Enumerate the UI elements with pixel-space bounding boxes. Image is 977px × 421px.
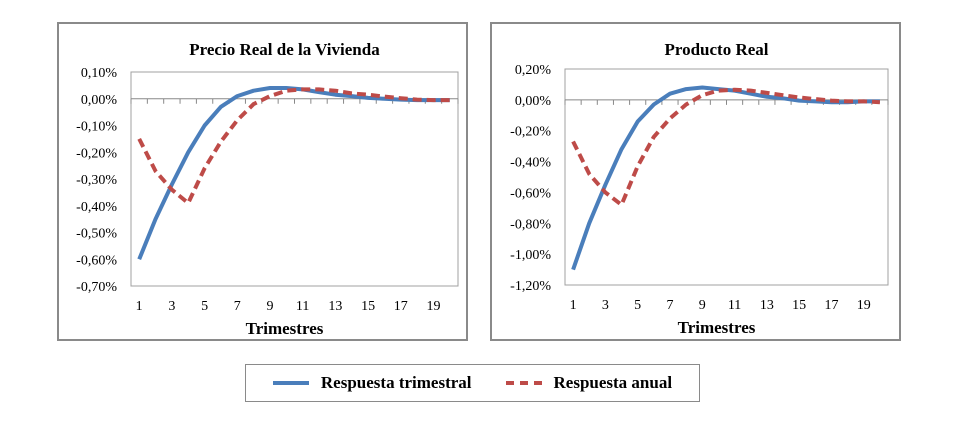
plot-area <box>130 71 459 287</box>
y-tick-label: -1,20% <box>510 279 551 294</box>
panel-producto-real <box>490 22 901 341</box>
y-tick-label: 0,10% <box>81 66 118 81</box>
legend-label: Respuesta anual <box>553 373 673 392</box>
x-tick-label: 17 <box>394 299 408 314</box>
x-tick-label: 19 <box>857 298 871 313</box>
x-tick-label: 11 <box>728 298 741 313</box>
x-tick-label: 19 <box>426 299 440 314</box>
y-tick-label: -0,20% <box>76 146 117 161</box>
series-line-trimestral <box>571 85 880 271</box>
y-tick-label: -0,40% <box>510 156 551 171</box>
x-tick-label: 5 <box>201 299 208 314</box>
x-tick-label: 15 <box>792 298 806 313</box>
y-tick-label: -0,50% <box>76 227 117 242</box>
series-line-anual <box>571 87 880 207</box>
x-tick-label: 3 <box>602 298 609 313</box>
x-tick-label: 7 <box>666 298 673 313</box>
y-tick-label: -0,60% <box>510 186 551 201</box>
y-tick-label: -1,00% <box>510 248 551 263</box>
x-tick-label: 13 <box>328 299 342 314</box>
y-tick-label: -0,40% <box>76 200 117 215</box>
y-tick-label: -0,60% <box>76 253 117 268</box>
y-tick-label: 0,00% <box>515 94 552 109</box>
x-axis-label: Trimestres <box>246 319 324 338</box>
x-tick-label: 7 <box>234 299 241 314</box>
panel-precio-vivienda <box>57 22 468 341</box>
y-tick-label: -0,10% <box>76 120 117 135</box>
x-tick-label: 15 <box>361 299 375 314</box>
chart-title: Producto Real <box>664 40 768 59</box>
y-tick-label: -0,70% <box>76 280 117 295</box>
legend-item-trimestral: Respuesta trimestral <box>272 373 472 393</box>
y-tick-label: 0,20% <box>515 63 552 78</box>
x-tick-label: 9 <box>699 298 706 313</box>
x-tick-label: 9 <box>266 299 273 314</box>
legend: Respuesta trimestral Respuesta anual <box>245 364 700 402</box>
legend-label: Respuesta trimestral <box>320 373 472 392</box>
y-tick-label: 0,00% <box>81 93 118 108</box>
x-tick-label: 13 <box>760 298 774 313</box>
x-tick-label: 17 <box>824 298 838 313</box>
legend-item-anual: Respuesta anual <box>505 373 673 393</box>
chart-title: Precio Real de la Vivienda <box>189 40 380 59</box>
x-tick-label: 1 <box>136 299 143 314</box>
y-tick-label: -0,80% <box>510 217 551 232</box>
legend-swatch-dashed <box>505 381 542 385</box>
series-line-trimestral <box>137 86 450 261</box>
series-line-anual <box>137 87 450 206</box>
y-tick-label: -0,30% <box>76 173 117 188</box>
x-tick-label: 1 <box>570 298 577 313</box>
x-axis-label: Trimestres <box>678 318 756 337</box>
x-tick-label: 11 <box>296 299 309 314</box>
plot-area <box>564 68 889 286</box>
y-tick-label: -0,20% <box>510 125 551 140</box>
x-tick-label: 5 <box>634 298 641 313</box>
x-tick-label: 3 <box>168 299 175 314</box>
legend-swatch-solid <box>272 381 309 385</box>
